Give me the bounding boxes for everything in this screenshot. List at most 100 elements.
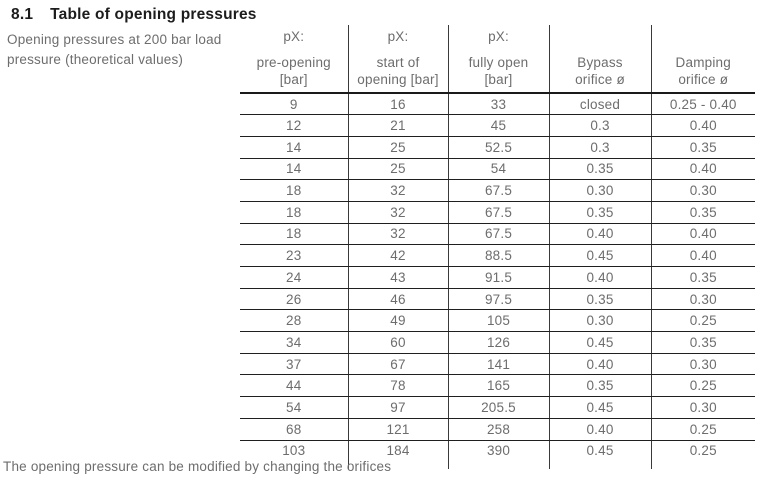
header-line3: opening [bar] xyxy=(357,72,439,87)
table-cell: 67.5 xyxy=(447,201,549,224)
table-cell: 0.45 xyxy=(548,396,651,419)
table-cell: 32 xyxy=(347,201,448,224)
table-cell: 0.35 xyxy=(548,288,651,311)
table-row: 18 32 67.5 0.35 0.35 xyxy=(240,201,755,224)
table-cell: 0.40 xyxy=(548,266,651,289)
table-cell: 0.35 xyxy=(548,158,651,181)
table-row: 18 32 67.5 0.30 0.30 xyxy=(240,179,755,202)
column-header-pre-opening: pX: pre-opening [bar] xyxy=(240,25,348,94)
table-cell: 60 xyxy=(347,331,448,354)
table-cell: 103 xyxy=(282,443,306,459)
table-cell: 0.3 xyxy=(548,136,651,159)
column-header-damping-orifice: Damping orifice ø xyxy=(650,25,756,94)
table-cell: 42 xyxy=(347,244,448,267)
table-cell: 32 xyxy=(347,179,448,202)
table-cell: 0.35 xyxy=(650,136,755,159)
opening-pressures-table: pX: pre-opening [bar] pX: start of openi… xyxy=(240,25,755,469)
table-cell: 0.35 xyxy=(650,266,755,289)
table-row: 44 78 165 0.35 0.25 xyxy=(240,374,755,398)
table-cell: 52.5 xyxy=(447,136,549,159)
table-body: 9 16 33 closed 0.25 - 0.40 12 21 45 0.3 0.40 14 25 5… xyxy=(240,93,755,469)
header-line2: Damping xyxy=(675,55,731,70)
table-cell: 0.40 xyxy=(548,353,651,376)
table-cell: 0.40 xyxy=(548,418,651,441)
table-cell: 0.40 xyxy=(650,223,755,246)
table-row: 37 67 141 0.40 0.30 xyxy=(240,353,755,376)
header-row: pX: pre-opening [bar] pX: start of openi… xyxy=(240,25,756,94)
table-row: 23 42 88.5 0.45 0.40 xyxy=(240,244,755,267)
table-cell: closed xyxy=(548,93,651,116)
table-cell: 12 xyxy=(240,114,348,137)
table-cell: 0.25 xyxy=(650,309,755,333)
table-cell: 67.5 xyxy=(447,179,549,202)
header-line2: start of xyxy=(376,55,420,70)
table-cell: 0.45 xyxy=(548,244,651,267)
table-cell: 390 xyxy=(447,440,549,469)
table-row: 24 43 91.5 0.40 0.35 xyxy=(240,266,755,289)
table-cell: 0.25 xyxy=(650,440,755,469)
table-row: 28 49 105 0.30 0.25 xyxy=(240,309,755,333)
table-cell: 21 xyxy=(347,114,448,137)
table-cell: 18 xyxy=(240,223,348,246)
table-row: 12 21 45 0.3 0.40 xyxy=(240,114,755,137)
table-row: 18 32 67.5 0.40 0.40 xyxy=(240,223,755,246)
header-line3: orifice ø xyxy=(678,72,729,87)
table-cell: 258 xyxy=(447,418,549,441)
table-cell: 91.5 xyxy=(447,266,549,289)
table-cell: 54 xyxy=(240,396,348,419)
table-row: 54 97 205.5 0.45 0.30 xyxy=(240,396,755,419)
column-header-start-of-opening: pX: start of opening [bar] xyxy=(347,25,448,94)
table-cell: 0.25 xyxy=(650,418,755,441)
table-cell: 126 xyxy=(447,331,549,354)
header-line3: [bar] xyxy=(279,72,308,87)
table-cell: 0.3 xyxy=(548,114,651,137)
table-cell: 0.35 xyxy=(548,201,651,224)
header-line2: fully open xyxy=(468,55,529,70)
table-cell: 0.40 xyxy=(650,244,755,267)
table-cell: 23 xyxy=(240,244,348,267)
table-cell: 78 xyxy=(347,374,448,398)
table-cell: 43 xyxy=(347,266,448,289)
table-row: 14 25 52.5 0.3 0.35 xyxy=(240,136,755,159)
table-cell: 0.30 xyxy=(650,288,755,311)
table-cell: 33 xyxy=(447,93,549,116)
intro-line-1: Opening pressures at 200 bar load xyxy=(7,32,222,47)
table-cell: 0.35 xyxy=(650,331,755,354)
table-cell: 0.45 xyxy=(548,440,651,469)
table-cell: 0.30 xyxy=(650,179,755,202)
table-row: 103 184 390 0.45 0.25 xyxy=(240,440,755,469)
table-cell: 67.5 xyxy=(447,223,549,246)
table-cell: 0.45 xyxy=(548,331,651,354)
header-line3: [bar] xyxy=(484,72,513,87)
table-cell: 141 xyxy=(447,353,549,376)
table-row: 26 46 97.5 0.35 0.30 xyxy=(240,288,755,311)
table-cell: 0.30 xyxy=(650,396,755,419)
table-cell: 205.5 xyxy=(447,396,549,419)
section-title: 8.1 Table of opening pressures xyxy=(11,6,257,24)
table-cell: 0.30 xyxy=(650,353,755,376)
table-cell: 88.5 xyxy=(447,244,549,267)
header-px-label xyxy=(652,28,756,45)
table-cell: 18 xyxy=(240,179,348,202)
section-title-text: Table of opening pressures xyxy=(50,6,257,23)
table-cell: 54 xyxy=(447,158,549,181)
table-cell: 37 xyxy=(240,353,348,376)
intro-paragraph: Opening pressures at 200 bar load pressu… xyxy=(7,30,245,70)
table-row: 9 16 33 closed 0.25 - 0.40 xyxy=(240,93,755,116)
header-line3: orifice ø xyxy=(575,72,625,87)
table-cell: 28 xyxy=(240,309,348,333)
header-px-label: pX: xyxy=(283,29,305,44)
table-cell: 49 xyxy=(347,309,448,333)
intro-line-2: pressure (theoretical values) xyxy=(7,52,184,67)
table-header: pX: pre-opening [bar] pX: start of openi… xyxy=(240,25,756,94)
table-cell: 0.40 xyxy=(650,114,755,137)
table-cell: 0.25 - 0.40 xyxy=(650,93,755,116)
header-px-label xyxy=(550,28,651,45)
table-cell: 97.5 xyxy=(447,288,549,311)
table-cell: 45 xyxy=(447,114,549,137)
section-number: 8.1 xyxy=(11,6,34,23)
table-cell: 14 xyxy=(240,158,348,181)
table-cell: 0.40 xyxy=(548,223,651,246)
table-cell: 121 xyxy=(347,418,448,441)
table-cell: 105 xyxy=(447,309,549,333)
